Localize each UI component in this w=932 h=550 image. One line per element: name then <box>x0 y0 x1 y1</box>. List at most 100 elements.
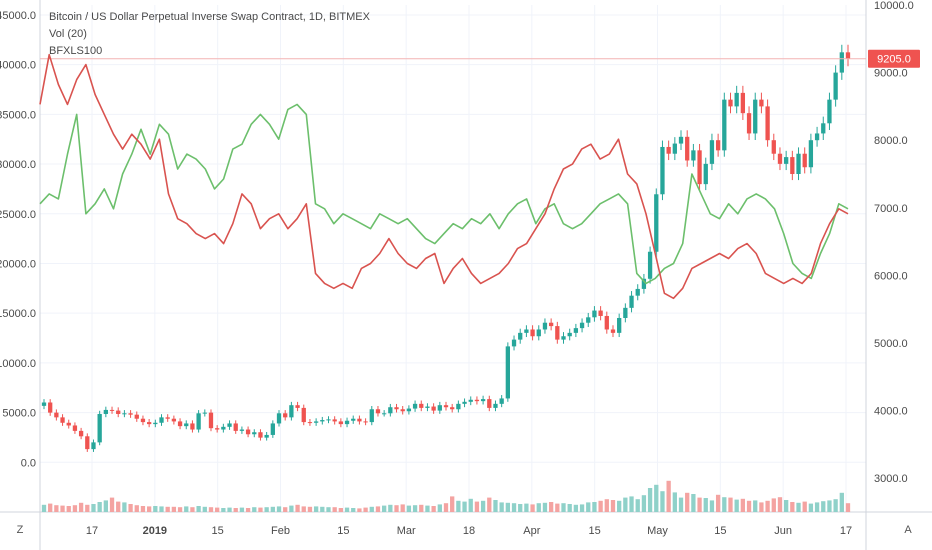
volume-bar <box>827 500 832 512</box>
candle-body <box>375 409 381 414</box>
right-axis-tick-label: 9000.0 <box>874 68 908 80</box>
volume-bar <box>641 495 647 512</box>
x-axis-tick-label: 15 <box>337 525 349 537</box>
volume-bar <box>709 500 715 512</box>
volume-bar <box>109 497 115 512</box>
candle-body <box>307 422 313 424</box>
auto-scale-button[interactable]: A <box>904 524 912 536</box>
x-axis[interactable]: 17 2019 15 Feb 15 Mar 18 Apr 15 May 15 Jun 17 <box>86 525 852 537</box>
candle-body <box>573 328 579 333</box>
candle-body <box>765 106 770 141</box>
candle-body <box>431 406 436 411</box>
volume-bar <box>295 504 300 512</box>
candle-body <box>697 150 702 185</box>
volume-bar <box>697 497 702 512</box>
candle-body <box>796 153 801 174</box>
overlay-indicator-label[interactable]: BFXLS100 <box>49 45 103 57</box>
candle-body <box>357 418 362 422</box>
right-axis-tick-label: 4000.0 <box>874 406 908 418</box>
volume-bars <box>41 480 851 512</box>
candle-body <box>369 409 374 423</box>
candle-body <box>363 421 368 423</box>
volume-bar <box>437 504 442 512</box>
candle-body <box>777 153 783 164</box>
candle-body <box>462 401 467 404</box>
candle-body <box>722 99 727 151</box>
volume-bar <box>153 506 158 512</box>
volume-bar <box>573 504 579 512</box>
volume-bar <box>530 504 535 512</box>
volume-indicator-label[interactable]: Vol (20) <box>49 28 87 40</box>
volume-bar <box>400 504 405 512</box>
volume-bar <box>66 506 71 512</box>
volume-bar <box>524 503 529 512</box>
candle-body <box>771 140 776 154</box>
candle-body <box>264 434 269 438</box>
volume-bar <box>307 506 313 512</box>
volume-bar <box>313 506 319 512</box>
volume-bar <box>722 497 727 512</box>
volume-bar <box>128 504 133 512</box>
candle-body <box>443 405 449 408</box>
candle-body <box>759 99 764 107</box>
candle-body <box>190 423 195 430</box>
x-axis-tick-label: 18 <box>463 525 475 537</box>
volume-bar <box>555 503 560 512</box>
volume-bar <box>759 502 764 512</box>
left-axis-tick-label: 35000.0 <box>0 109 36 121</box>
volume-bar <box>338 508 344 512</box>
left-axis-tick-label: 45000.0 <box>0 10 36 22</box>
left-axis-scale-button[interactable]: Z <box>16 524 24 536</box>
candle-body <box>227 423 232 427</box>
volume-bar <box>425 505 430 512</box>
x-axis-tick-label: 15 <box>212 525 224 537</box>
x-axis-tick-label: 15 <box>589 525 601 537</box>
candle-body <box>394 407 399 410</box>
candle-body <box>623 307 628 318</box>
volume-bar <box>419 504 424 512</box>
volume-bar <box>456 500 461 512</box>
volume-bar <box>320 506 325 512</box>
candle-body <box>715 140 721 151</box>
candle-body <box>493 403 498 408</box>
last-price-badge <box>868 49 920 68</box>
volume-bar <box>462 501 467 512</box>
candle-body <box>654 194 659 252</box>
candle-body <box>270 423 275 435</box>
left-axis-tick-label: 0.0 <box>21 457 36 469</box>
candle-body <box>233 423 238 431</box>
volume-bar <box>146 506 152 512</box>
x-axis-tick-label: Apr <box>523 525 540 537</box>
candle-body <box>419 403 424 408</box>
x-axis-tick-label: Jun <box>774 525 792 537</box>
candle-body <box>480 399 486 402</box>
right-axis-tick-label: 3000.0 <box>874 473 908 485</box>
right-axis-tick-label: 7000.0 <box>874 203 908 215</box>
volume-bar <box>202 506 207 512</box>
volume-bar <box>227 507 232 512</box>
candle-body <box>165 417 170 419</box>
candle-body <box>215 428 220 430</box>
volume-bar <box>802 501 807 512</box>
left-y-axis: 45000.0 40000.0 35000.0 30000.0 25000.0 20000… <box>0 10 36 469</box>
volume-bar <box>703 498 708 512</box>
candle-body <box>703 163 708 185</box>
candle-body <box>91 442 96 450</box>
candle-body <box>542 322 548 330</box>
candle-body <box>208 412 214 429</box>
candle-body <box>313 421 319 423</box>
candle-body <box>72 425 78 431</box>
volume-bar <box>617 500 622 512</box>
right-axis-tick-label: 8000.0 <box>874 135 908 147</box>
volume-bar <box>468 498 473 512</box>
right-y-axis[interactable]: 10000.0 9000.0 8000.0 7000.0 6000.0 5000.0 400… <box>868 0 920 485</box>
volume-bar <box>122 502 127 512</box>
volume-bar <box>561 503 566 512</box>
candle-body <box>511 339 517 347</box>
left-axis-tick-label: 40000.0 <box>0 60 36 72</box>
left-axis-tick-label: 5000.0 <box>2 408 36 420</box>
candle-body <box>388 407 393 414</box>
candle-body <box>821 123 826 134</box>
